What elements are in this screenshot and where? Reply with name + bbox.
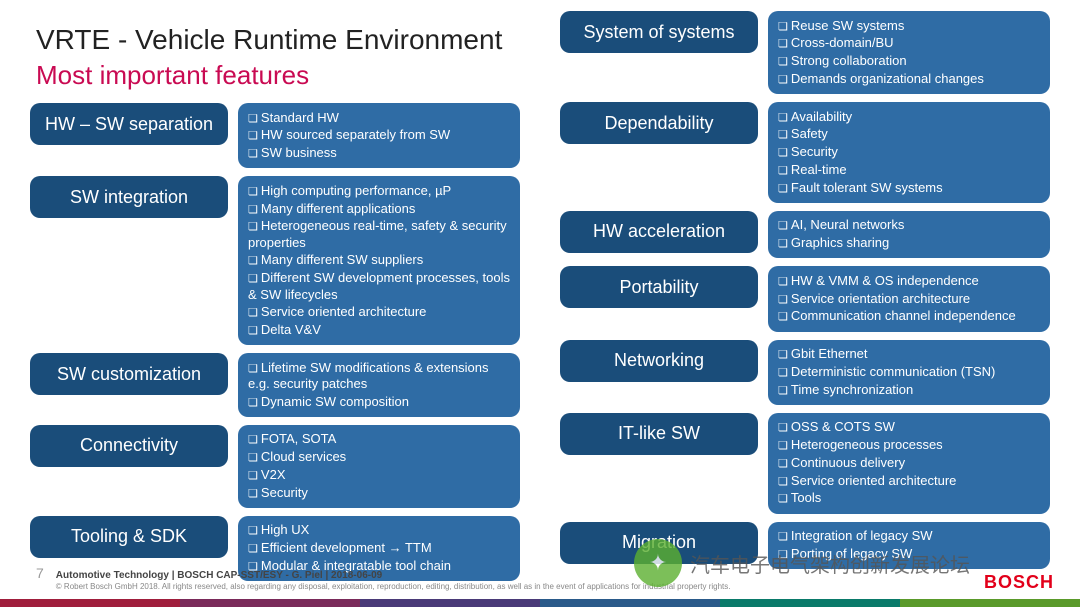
feature-items: HW & VMM & OS independenceService orient…: [768, 266, 1050, 331]
feature-item: Tools: [778, 490, 1040, 508]
feature-items: AI, Neural networksGraphics sharing: [768, 211, 1050, 259]
feature-items: OSS & COTS SWHeterogeneous processesCont…: [768, 413, 1050, 514]
feature-item: Dynamic SW composition: [248, 393, 510, 411]
page-number: 7: [36, 565, 44, 581]
watermark: ✦ 汽车电子电气架构创新发展论坛: [634, 539, 970, 587]
left-column: HW – SW separationStandard HWHW sourced …: [30, 103, 520, 581]
feature-item: Different SW development processes, tool…: [248, 270, 510, 304]
feature-item: Many different SW suppliers: [248, 252, 510, 270]
feature-item: Service oriented architecture: [248, 304, 510, 322]
feature-item: Efficient development → TTM: [248, 540, 510, 558]
feature-row: DependabilityAvailabilitySafetySecurityR…: [560, 102, 1050, 203]
feature-item: Security: [248, 484, 510, 502]
feature-label: SW integration: [30, 176, 228, 218]
feature-label: HW acceleration: [560, 211, 758, 253]
feature-item: Heterogeneous real-time, safety & securi…: [248, 218, 510, 252]
feature-item: Heterogeneous processes: [778, 437, 1040, 455]
feature-row: SW customization Lifetime SW modification…: [30, 353, 520, 417]
feature-row: System of systemsReuse SW systemsCross-d…: [560, 11, 1050, 94]
content-area: HW – SW separationStandard HWHW sourced …: [0, 99, 1080, 581]
feature-item: AI, Neural networks: [778, 217, 1040, 235]
feature-items: Gbit EthernetDeterministic communication…: [768, 340, 1050, 405]
right-column: System of systemsReuse SW systemsCross-d…: [560, 11, 1050, 581]
feature-label: Portability: [560, 266, 758, 308]
watermark-text: 汽车电子电气架构创新发展论坛: [690, 549, 970, 578]
feature-item: Reuse SW systems: [778, 17, 1040, 35]
footer-text-block: Automotive Technology | BOSCH CAP-SST/ES…: [56, 570, 731, 591]
feature-item: Service orientation architecture: [778, 290, 1040, 308]
feature-item: High UX: [248, 522, 510, 540]
feature-item: Delta V&V: [248, 321, 510, 339]
feature-label: Tooling & SDK: [30, 516, 228, 558]
feature-item: Real-time: [778, 161, 1040, 179]
feature-item: Time synchronization: [778, 381, 1040, 399]
feature-row: IT-like SWOSS & COTS SWHeterogeneous pro…: [560, 413, 1050, 514]
feature-item: Cross-domain/BU: [778, 35, 1040, 53]
feature-item: FOTA, SOTA: [248, 431, 510, 449]
feature-item: HW sourced separately from SW: [248, 127, 510, 145]
bottom-accent-bar: [0, 599, 1080, 607]
feature-item: Demands organizational changes: [778, 70, 1040, 88]
feature-label: HW – SW separation: [30, 103, 228, 145]
feature-row: ConnectivityFOTA, SOTACloud servicesV2XS…: [30, 425, 520, 508]
feature-items: AvailabilitySafetySecurityReal-timeFault…: [768, 102, 1050, 203]
feature-label: Networking: [560, 340, 758, 382]
feature-items: Reuse SW systemsCross-domain/BUStrong co…: [768, 11, 1050, 94]
feature-item: Safety: [778, 126, 1040, 144]
bosch-logo: BOSCH: [984, 572, 1054, 593]
feature-item: Deterministic communication (TSN): [778, 363, 1040, 381]
feature-row: PortabilityHW & VMM & OS independenceSer…: [560, 266, 1050, 331]
feature-row: HW – SW separationStandard HWHW sourced …: [30, 103, 520, 168]
feature-label: Connectivity: [30, 425, 228, 467]
feature-item: OSS & COTS SW: [778, 419, 1040, 437]
footer-line1: Automotive Technology | BOSCH CAP-SST/ES…: [56, 570, 731, 581]
feature-item: Standard HW: [248, 109, 510, 127]
feature-label: Dependability: [560, 102, 758, 144]
feature-item: Fault tolerant SW systems: [778, 179, 1040, 197]
feature-item: SW business: [248, 145, 510, 163]
feature-item: V2X: [248, 466, 510, 484]
feature-item: Service oriented architecture: [778, 472, 1040, 490]
feature-items: High computing performance, µPMany diffe…: [238, 176, 520, 345]
feature-label: SW customization: [30, 353, 228, 395]
feature-item: Strong collaboration: [778, 53, 1040, 71]
feature-label: IT-like SW: [560, 413, 758, 455]
wechat-icon: ✦: [634, 539, 682, 587]
feature-items: Lifetime SW modifications & extensions e…: [238, 353, 520, 417]
feature-item: Graphics sharing: [778, 235, 1040, 253]
feature-item: Gbit Ethernet: [778, 346, 1040, 364]
feature-item: Cloud services: [248, 449, 510, 467]
feature-item: Lifetime SW modifications & extensions e…: [248, 359, 510, 393]
feature-item: HW & VMM & OS independence: [778, 272, 1040, 290]
feature-items: Standard HWHW sourced separately from SW…: [238, 103, 520, 168]
feature-label: System of systems: [560, 11, 758, 53]
feature-items: FOTA, SOTACloud servicesV2XSecurity: [238, 425, 520, 508]
footer-line2: © Robert Bosch GmbH 2018. All rights res…: [56, 582, 731, 591]
feature-item: Security: [778, 144, 1040, 162]
feature-item: High computing performance, µP: [248, 182, 510, 200]
feature-row: SW integrationHigh computing performance…: [30, 176, 520, 345]
feature-row: NetworkingGbit EthernetDeterministic com…: [560, 340, 1050, 405]
feature-item: Many different applications: [248, 200, 510, 218]
feature-item: Availability: [778, 108, 1040, 126]
feature-item: Continuous delivery: [778, 454, 1040, 472]
feature-row: HW accelerationAI, Neural networksGraphi…: [560, 211, 1050, 259]
feature-item: Communication channel independence: [778, 308, 1040, 326]
